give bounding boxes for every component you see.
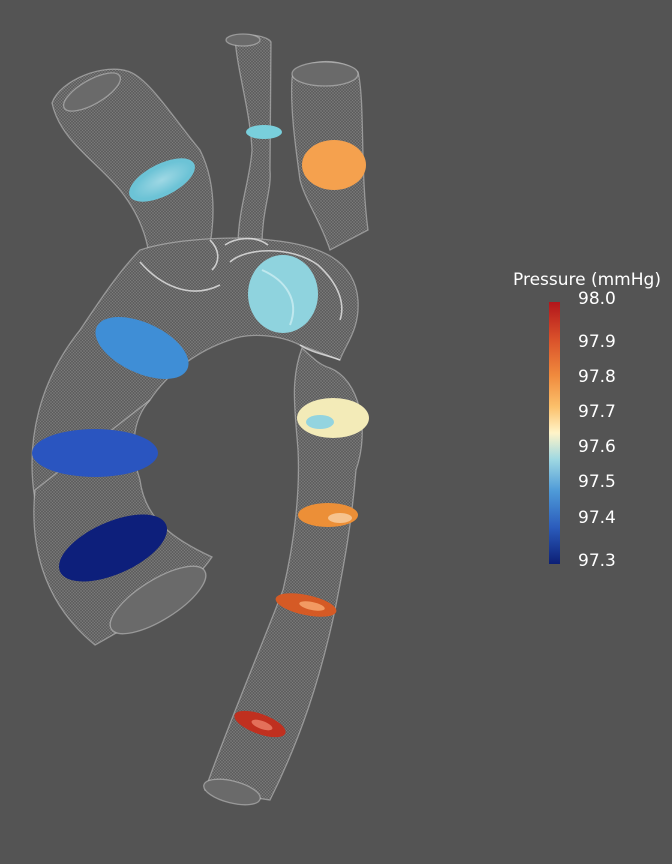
legend-tick: 97.7 <box>578 402 616 422</box>
pressure-slices <box>32 125 369 738</box>
slice-descending-1 <box>297 398 369 438</box>
slice-ascending-upper <box>95 317 189 379</box>
legend-tick: 97.9 <box>578 332 616 352</box>
pressure-colorbar <box>549 302 560 564</box>
legend-tick: 98.0 <box>578 289 616 309</box>
slice-left-subclavian-upper <box>302 140 366 190</box>
slice-ascending-mid <box>32 429 158 477</box>
legend-tick: 97.5 <box>578 472 616 492</box>
legend-tick: 97.8 <box>578 367 616 387</box>
brachiocephalic-artery <box>51 68 214 263</box>
legend-tick: 97.3 <box>578 551 616 571</box>
slice-left-carotid-upper <box>246 125 282 139</box>
left-carotid-artery <box>234 34 272 246</box>
slice-arch-center <box>248 255 318 333</box>
slice-descending-3 <box>275 593 337 617</box>
slice-ascending-lower <box>58 514 168 582</box>
legend-tick: 97.6 <box>578 437 616 457</box>
legend-tick: 97.4 <box>578 508 616 528</box>
junction-highlights <box>139 237 343 361</box>
legend-title: Pressure (mmHg) <box>513 270 661 290</box>
slice-descending-2 <box>298 503 358 527</box>
slice-brachiocephalic-upper <box>129 158 195 202</box>
slice-descending-4 <box>234 710 286 738</box>
